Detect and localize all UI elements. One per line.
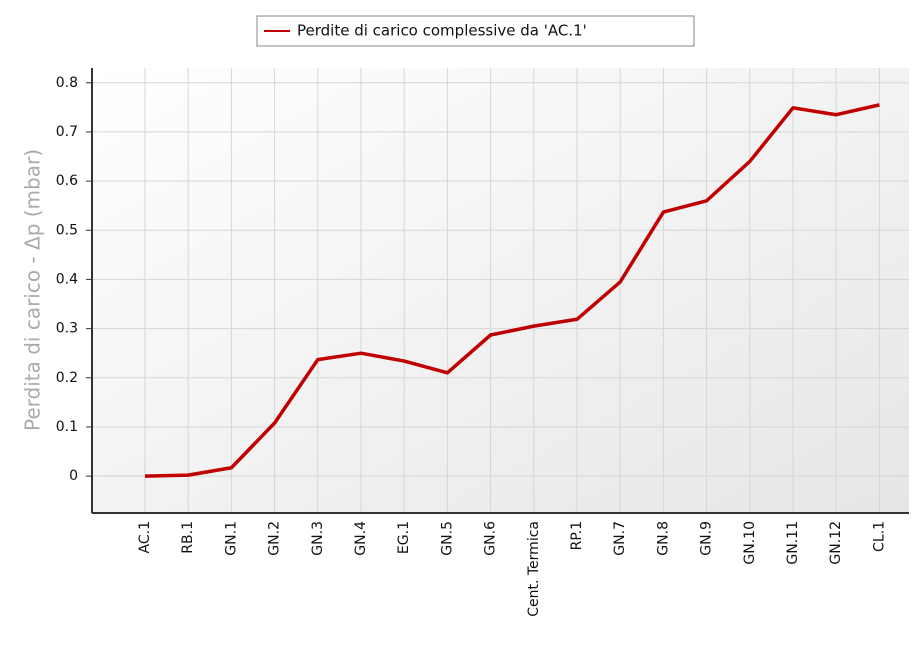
y-tick-label: 0.8 <box>56 75 78 91</box>
y-tick-label: 0.4 <box>56 271 78 287</box>
y-tick-label: 0.6 <box>56 173 78 189</box>
x-tick-label: GN.5 <box>439 521 455 556</box>
x-tick-label: AC.1 <box>137 521 153 553</box>
x-tick-label: GN.4 <box>353 521 369 556</box>
y-tick-label: 0.2 <box>56 370 78 386</box>
x-tick-label: GN.10 <box>742 521 758 565</box>
x-tick-label: EG.1 <box>396 521 412 554</box>
x-tick-label: GN.3 <box>310 521 326 556</box>
x-tick-label: Cent. Termica <box>526 521 542 617</box>
x-tick-label: GN.7 <box>612 521 628 556</box>
y-tick-label: 0.7 <box>56 124 78 140</box>
y-tick-label: 0 <box>69 468 78 484</box>
x-tick-label: CL.1 <box>871 521 887 552</box>
y-axis-title: Perdita di carico - Δp (mbar) <box>21 149 45 431</box>
legend-label: Perdite di carico complessive da 'AC.1' <box>297 22 587 40</box>
x-tick-label: GN.8 <box>655 521 671 556</box>
line <box>144 103 880 478</box>
x-tick-label: RP.1 <box>569 521 585 550</box>
legend <box>256 15 695 47</box>
y-tick-label: 0.5 <box>56 222 78 238</box>
x-tick-label: GN.11 <box>785 521 801 565</box>
x-tick-label: RB.1 <box>180 521 196 554</box>
x-tick-label: GN.6 <box>483 521 499 556</box>
x-tick-label: GN.12 <box>828 521 844 565</box>
y-tick-label: 0.1 <box>56 419 78 435</box>
x-tick-label: GN.2 <box>267 521 283 556</box>
grid <box>92 68 909 513</box>
x-tick-label: GN.9 <box>699 521 715 556</box>
x-tick-label: GN.1 <box>223 521 239 556</box>
y-tick-label: 0.3 <box>56 321 78 337</box>
plot-area <box>92 68 909 513</box>
